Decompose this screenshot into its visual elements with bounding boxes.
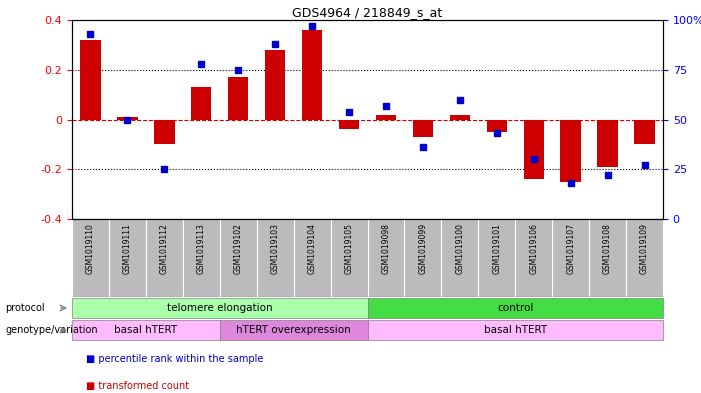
- Bar: [449, 114, 470, 119]
- Text: GSM1019107: GSM1019107: [566, 223, 575, 274]
- Text: GSM1019102: GSM1019102: [233, 223, 243, 274]
- Text: GSM1019098: GSM1019098: [381, 223, 390, 274]
- Bar: [524, 119, 544, 179]
- Bar: [561, 119, 581, 182]
- Bar: [413, 119, 433, 137]
- FancyBboxPatch shape: [72, 298, 367, 318]
- Text: ■ transformed count: ■ transformed count: [86, 381, 189, 391]
- Text: telomere elongation: telomere elongation: [167, 303, 273, 313]
- Text: GSM1019099: GSM1019099: [418, 223, 428, 274]
- Text: GSM1019103: GSM1019103: [271, 223, 280, 274]
- Bar: [81, 40, 101, 119]
- FancyBboxPatch shape: [219, 320, 367, 340]
- Bar: [302, 30, 322, 119]
- Text: hTERT overexpression: hTERT overexpression: [236, 325, 351, 335]
- Bar: [339, 119, 359, 129]
- Text: GSM1019112: GSM1019112: [160, 223, 169, 274]
- Bar: [117, 117, 137, 119]
- Bar: [634, 119, 655, 144]
- FancyBboxPatch shape: [72, 320, 219, 340]
- Bar: [486, 119, 507, 132]
- Text: basal hTERT: basal hTERT: [114, 325, 177, 335]
- Bar: [376, 114, 396, 119]
- Text: GSM1019101: GSM1019101: [492, 223, 501, 274]
- Text: GSM1019113: GSM1019113: [197, 223, 206, 274]
- Text: GSM1019111: GSM1019111: [123, 223, 132, 274]
- Bar: [191, 87, 212, 119]
- Text: GSM1019105: GSM1019105: [344, 223, 353, 274]
- Text: ■ percentile rank within the sample: ■ percentile rank within the sample: [86, 354, 264, 364]
- Bar: [597, 119, 618, 167]
- Bar: [228, 77, 248, 119]
- Text: GSM1019104: GSM1019104: [308, 223, 317, 274]
- FancyBboxPatch shape: [367, 298, 663, 318]
- Title: GDS4964 / 218849_s_at: GDS4964 / 218849_s_at: [292, 6, 442, 19]
- Text: genotype/variation: genotype/variation: [5, 325, 97, 335]
- Text: GSM1019100: GSM1019100: [456, 223, 464, 274]
- FancyBboxPatch shape: [367, 320, 663, 340]
- Bar: [265, 50, 285, 119]
- Text: control: control: [497, 303, 533, 313]
- Text: GSM1019110: GSM1019110: [86, 223, 95, 274]
- Text: GSM1019106: GSM1019106: [529, 223, 538, 274]
- Text: GSM1019108: GSM1019108: [603, 223, 612, 274]
- Bar: [154, 119, 175, 144]
- Text: GSM1019109: GSM1019109: [640, 223, 649, 274]
- Text: basal hTERT: basal hTERT: [484, 325, 547, 335]
- Text: protocol: protocol: [5, 303, 45, 313]
